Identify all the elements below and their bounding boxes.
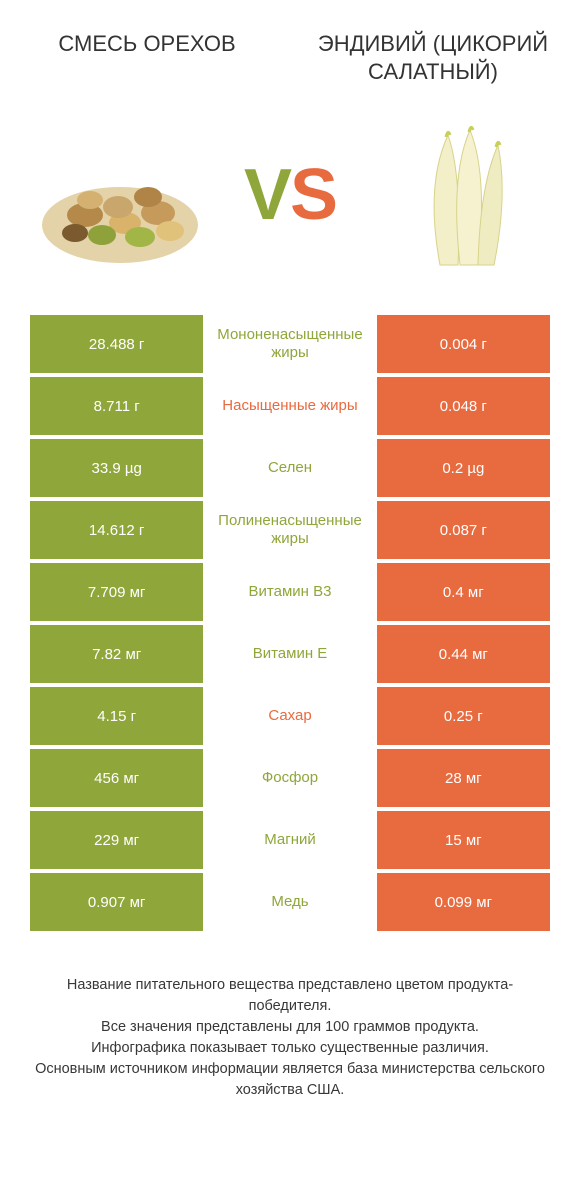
value-left: 456 мг [30, 749, 203, 807]
value-left: 0.907 мг [30, 873, 203, 931]
table-row: 229 мгМагний15 мг [30, 811, 550, 869]
nutrient-label: Витамин B3 [203, 563, 376, 621]
table-row: 0.907 мгМедь0.099 мг [30, 873, 550, 931]
value-right: 0.44 мг [377, 625, 550, 683]
image-mixed-nuts [30, 105, 210, 285]
value-right: 15 мг [377, 811, 550, 869]
footer-line-2: Все значения представлены для 100 граммо… [30, 1017, 550, 1038]
table-row: 7.709 мгВитамин B30.4 мг [30, 563, 550, 621]
nutrient-label: Медь [203, 873, 376, 931]
value-left: 229 мг [30, 811, 203, 869]
nutrient-label: Магний [203, 811, 376, 869]
title-left: СМЕСЬ ОРЕХОВ [30, 30, 264, 58]
table-row: 4.15 гСахар0.25 г [30, 687, 550, 745]
value-right: 0.2 µg [377, 439, 550, 497]
value-left: 8.711 г [30, 377, 203, 435]
vs-s: S [290, 155, 336, 235]
nutrient-label: Мононенасыщенные жиры [203, 315, 376, 373]
value-right: 28 мг [377, 749, 550, 807]
table-row: 456 мгФосфор28 мг [30, 749, 550, 807]
value-right: 0.099 мг [377, 873, 550, 931]
value-left: 7.709 мг [30, 563, 203, 621]
table-row: 14.612 гПолиненасыщенные жиры0.087 г [30, 501, 550, 559]
table-row: 33.9 µgСелен0.2 µg [30, 439, 550, 497]
nutrient-label: Витамин E [203, 625, 376, 683]
images-row: VS [0, 95, 580, 315]
table-row: 7.82 мгВитамин E0.44 мг [30, 625, 550, 683]
header: СМЕСЬ ОРЕХОВ ЭНДИВИЙ (ЦИКОРИЙ САЛАТНЫЙ) [0, 0, 580, 95]
value-right: 0.048 г [377, 377, 550, 435]
vs-label: VS [244, 154, 336, 236]
nutrient-label: Полиненасыщенные жиры [203, 501, 376, 559]
value-right: 0.004 г [377, 315, 550, 373]
value-left: 33.9 µg [30, 439, 203, 497]
nutrient-label: Насыщенные жиры [203, 377, 376, 435]
comparison-table: 28.488 гМононенасыщенные жиры0.004 г8.71… [0, 315, 580, 931]
table-row: 8.711 гНасыщенные жиры0.048 г [30, 377, 550, 435]
table-row: 28.488 гМононенасыщенные жиры0.004 г [30, 315, 550, 373]
image-endive [370, 105, 550, 285]
title-right: ЭНДИВИЙ (ЦИКОРИЙ САЛАТНЫЙ) [316, 30, 550, 85]
value-right: 0.4 мг [377, 563, 550, 621]
footer-line-1: Название питательного вещества представл… [30, 975, 550, 1017]
value-left: 14.612 г [30, 501, 203, 559]
value-left: 7.82 мг [30, 625, 203, 683]
nutrient-label: Фосфор [203, 749, 376, 807]
footer-notes: Название питательного вещества представл… [0, 935, 580, 1101]
value-left: 4.15 г [30, 687, 203, 745]
footer-line-4: Основным источником информации является … [30, 1059, 550, 1101]
footer-line-3: Инфографика показывает только существенн… [30, 1038, 550, 1059]
value-right: 0.25 г [377, 687, 550, 745]
vs-v: V [244, 155, 290, 235]
value-left: 28.488 г [30, 315, 203, 373]
nutrient-label: Селен [203, 439, 376, 497]
nutrient-label: Сахар [203, 687, 376, 745]
value-right: 0.087 г [377, 501, 550, 559]
